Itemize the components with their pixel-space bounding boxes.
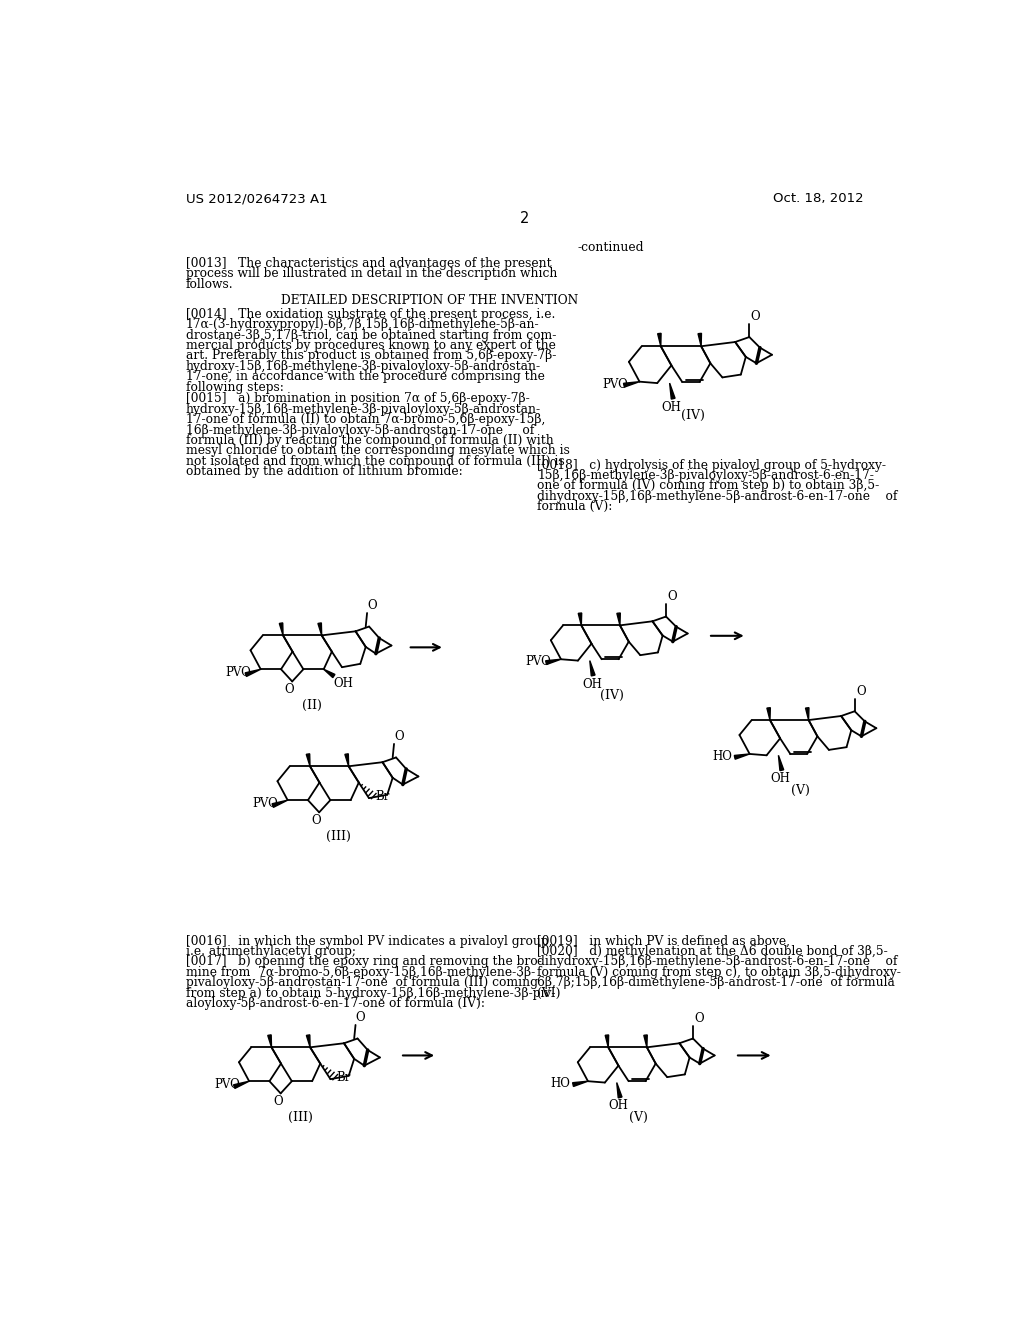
Text: US 2012/0264723 A1: US 2012/0264723 A1 [186, 193, 328, 206]
Polygon shape [590, 660, 595, 676]
Text: 15β,16β-methylene-3β-pivaloyloxy-5β-androst-6-en-17-: 15β,16β-methylene-3β-pivaloyloxy-5β-andr… [538, 469, 874, 482]
Text: hydroxy-15β,16β-methylene-3β-pivaloyloxy-5β-androstan-: hydroxy-15β,16β-methylene-3β-pivaloyloxy… [186, 360, 541, 372]
Text: (V): (V) [791, 784, 810, 797]
Polygon shape [324, 669, 335, 677]
Text: aloyloxy-5β-androst-6-en-17-one of formula (IV):: aloyloxy-5β-androst-6-en-17-one of formu… [186, 997, 485, 1010]
Polygon shape [245, 669, 261, 676]
Text: HO: HO [551, 1077, 570, 1090]
Polygon shape [572, 1081, 588, 1086]
Text: (III): (III) [326, 830, 351, 843]
Text: (III): (III) [288, 1111, 312, 1123]
Text: mine from  7α-bromo-5,6β-epoxy-15β,16β-methylene-3β-: mine from 7α-bromo-5,6β-epoxy-15β,16β-me… [186, 966, 536, 978]
Text: O: O [668, 590, 677, 603]
Text: mesyl chloride to obtain the corresponding mesylate which is: mesyl chloride to obtain the correspondi… [186, 445, 570, 458]
Text: not isolated and from which the compound of formula (III) is: not isolated and from which the compound… [186, 455, 565, 467]
Text: dihydroxy-15β,16β-methylene-5β-androst-6-en-17-one    of: dihydroxy-15β,16β-methylene-5β-androst-6… [538, 490, 897, 503]
Text: obtained by the addition of lithium bromide:: obtained by the addition of lithium brom… [186, 465, 463, 478]
Polygon shape [616, 612, 621, 626]
Polygon shape [616, 1082, 622, 1098]
Polygon shape [546, 659, 561, 664]
Text: [0013]   The characteristics and advantages of the present: [0013] The characteristics and advantage… [186, 257, 552, 271]
Polygon shape [778, 755, 783, 771]
Text: from step a) to obtain 5-hydroxy-15β,16β-methylene-3β-piv-: from step a) to obtain 5-hydroxy-15β,16β… [186, 986, 555, 999]
Polygon shape [806, 708, 809, 721]
Text: O: O [394, 730, 403, 743]
Text: [0017]   b) opening the epoxy ring and removing the bro-: [0017] b) opening the epoxy ring and rem… [186, 956, 542, 969]
Text: formula (III) by reacting the compound of formula (II) with: formula (III) by reacting the compound o… [186, 434, 554, 447]
Text: PVO: PVO [603, 378, 629, 391]
Text: Oct. 18, 2012: Oct. 18, 2012 [773, 193, 863, 206]
Polygon shape [767, 708, 770, 721]
Text: OH: OH [770, 772, 791, 785]
Text: DETAILED DESCRIPTION OF THE INVENTION: DETAILED DESCRIPTION OF THE INVENTION [281, 294, 578, 308]
Text: (II): (II) [302, 700, 322, 711]
Text: [0015]   a) bromination in position 7α of 5,6β-epoxy-7β-: [0015] a) bromination in position 7α of … [186, 392, 529, 405]
Text: drostane-3β,5,17β-triol, can be obtained starting from com-: drostane-3β,5,17β-triol, can be obtained… [186, 329, 556, 342]
Polygon shape [272, 800, 288, 808]
Text: PVO: PVO [252, 797, 279, 810]
Polygon shape [233, 1081, 249, 1089]
Polygon shape [670, 383, 675, 399]
Text: [0019]   in which PV is defined as above,: [0019] in which PV is defined as above, [538, 935, 791, 948]
Text: [0018]   c) hydrolysis of the pivaloyl group of 5-hydroxy-: [0018] c) hydrolysis of the pivaloyl gro… [538, 459, 886, 471]
Text: mercial products by procedures known to any expert of the: mercial products by procedures known to … [186, 339, 556, 352]
Text: art. Preferably this product is obtained from 5,6β-epoxy-7β-: art. Preferably this product is obtained… [186, 350, 556, 363]
Text: hydroxy-15β,16β-methylene-3β-pivaloyloxy-5β-androstan-: hydroxy-15β,16β-methylene-3β-pivaloyloxy… [186, 403, 541, 416]
Text: O: O [694, 1012, 703, 1024]
Text: OH: OH [582, 677, 602, 690]
Text: [0020]   d) methylenation at the Δ6 double bond of 3β,5-: [0020] d) methylenation at the Δ6 double… [538, 945, 888, 958]
Text: Br: Br [375, 789, 389, 803]
Text: 16β-methylene-3β-pivaloyloxy-5β-androstan-17-one     of: 16β-methylene-3β-pivaloyloxy-5β-androsta… [186, 424, 535, 437]
Text: following steps:: following steps: [186, 380, 284, 393]
Text: (VI): (VI) [538, 986, 560, 999]
Text: dihydroxy-15β,16β-methylene-5β-androst-6-en-17-one    of: dihydroxy-15β,16β-methylene-5β-androst-6… [538, 956, 897, 969]
Text: OH: OH [334, 677, 353, 690]
Text: O: O [285, 682, 294, 696]
Text: follows.: follows. [186, 277, 233, 290]
Text: 17α-(3-hydroxypropyl)-6β,7β,15β,16β-dimethylene-5β-an-: 17α-(3-hydroxypropyl)-6β,7β,15β,16β-dime… [186, 318, 540, 331]
Polygon shape [267, 1035, 271, 1047]
Text: (IV): (IV) [600, 689, 624, 702]
Text: 17-one of formula (II) to obtain 7α-bromo-5,6β-epoxy-15β,: 17-one of formula (II) to obtain 7α-brom… [186, 413, 546, 426]
Text: formula (V):: formula (V): [538, 500, 612, 513]
Polygon shape [644, 1035, 647, 1047]
Text: O: O [856, 685, 865, 698]
Text: formula (V) coming from step c), to obtain 3β,5-dihydroxy-: formula (V) coming from step c), to obta… [538, 966, 901, 978]
Text: PVO: PVO [214, 1078, 240, 1092]
Polygon shape [734, 754, 750, 759]
Text: [0016]   in which the symbol PV indicates a pivaloyl group,: [0016] in which the symbol PV indicates … [186, 935, 553, 948]
Text: O: O [367, 599, 377, 611]
Text: HO: HO [713, 750, 732, 763]
Text: O: O [355, 1011, 366, 1023]
Polygon shape [306, 1035, 310, 1047]
Text: -continued: -continued [578, 240, 644, 253]
Polygon shape [306, 754, 310, 767]
Text: 2: 2 [520, 211, 529, 226]
Text: one of formula (IV) coming from step b) to obtain 3β,5-: one of formula (IV) coming from step b) … [538, 479, 880, 492]
Text: process will be illustrated in detail in the description which: process will be illustrated in detail in… [186, 268, 557, 280]
Polygon shape [605, 1035, 608, 1047]
Text: PVO: PVO [225, 667, 251, 678]
Text: O: O [273, 1094, 283, 1107]
Text: OH: OH [609, 1100, 629, 1113]
Text: 17-one, in accordance with the procedure comprising the: 17-one, in accordance with the procedure… [186, 370, 545, 383]
Text: i.e. atrimethylacetyl group;: i.e. atrimethylacetyl group; [186, 945, 356, 958]
Polygon shape [317, 623, 322, 635]
Polygon shape [698, 334, 701, 346]
Text: O: O [311, 813, 322, 826]
Polygon shape [657, 334, 662, 346]
Text: (V): (V) [630, 1111, 648, 1123]
Text: OH: OH [662, 401, 682, 413]
Text: (IV): (IV) [681, 409, 705, 421]
Text: PVO: PVO [525, 656, 552, 668]
Text: Br: Br [337, 1071, 351, 1084]
Polygon shape [345, 754, 348, 767]
Text: pivaloyloxy-5β-androstan-17-one  of formula (III) coming: pivaloyloxy-5β-androstan-17-one of formu… [186, 977, 538, 989]
Text: O: O [751, 310, 761, 323]
Text: [0014]   The oxidation substrate of the present process, i.e.: [0014] The oxidation substrate of the pr… [186, 308, 555, 321]
Polygon shape [280, 623, 283, 635]
Polygon shape [624, 381, 640, 387]
Polygon shape [579, 612, 582, 626]
Text: 6β,7β;15β,16β-dimethylene-5β-androst-17-one  of formula: 6β,7β;15β,16β-dimethylene-5β-androst-17-… [538, 977, 895, 989]
